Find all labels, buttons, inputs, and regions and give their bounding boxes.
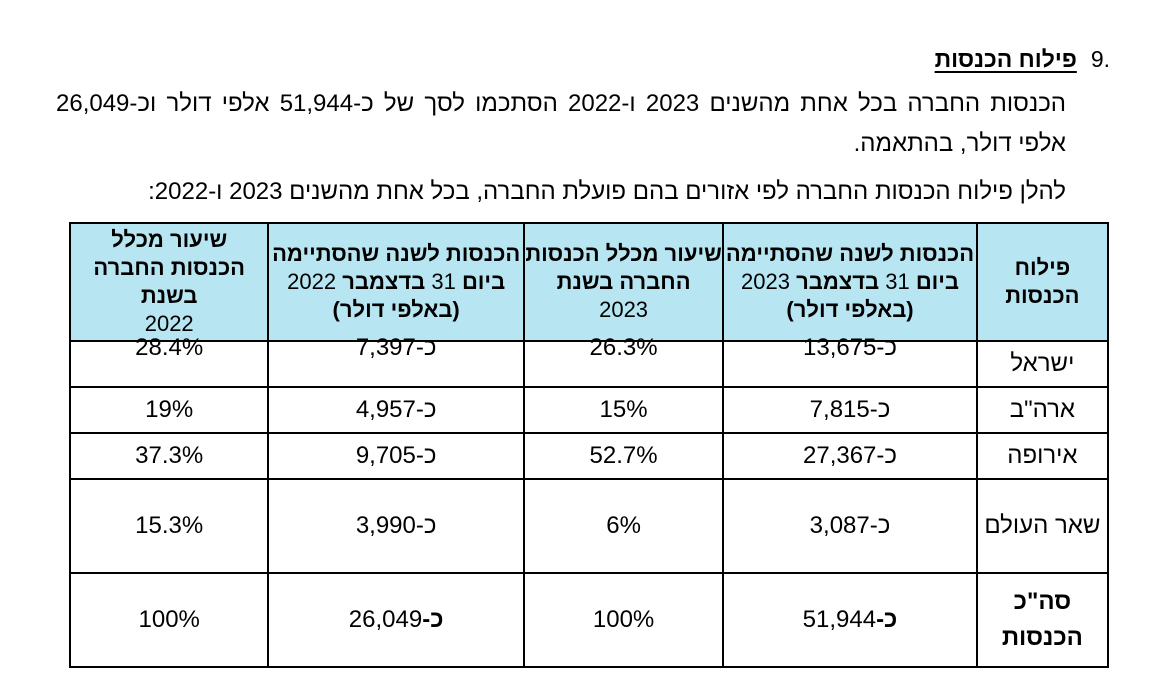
region-cell: אירופה <box>975 432 1110 480</box>
share-2023-cell: 52.7% <box>522 432 725 480</box>
total-revenue-2023-cell: כ-51,944 <box>722 572 978 668</box>
share-2022-cell: 19% <box>68 386 270 434</box>
revenue-2023-cell: כ-7,815 <box>722 386 978 434</box>
total-region-cell: סה"כ הכנסות <box>975 572 1110 668</box>
section-heading: .9 פילוח הכנסות <box>935 42 1110 76</box>
table-row: אירופה כ-27,367 52.7% כ-9,705 37.3% <box>68 432 1110 480</box>
revenue-summary-paragraph: הכנסות החברה בכל אחת מהשנים 2023 ו-2022 … <box>56 90 1067 157</box>
revenue-2023-cell: כ-3,087 <box>722 478 978 574</box>
total-share-2023-cell: 100% <box>522 572 725 668</box>
table-header-row: פילוח הכנסות הכנסות לשנה שהסתיימה ביום 3… <box>68 222 1110 342</box>
header-revenue-2023: הכנסות לשנה שהסתיימה ביום 31 בדצמבר 2023… <box>722 222 978 342</box>
revenue-2022-cell: כ-7,397 <box>267 334 525 388</box>
region-cell: שאר העולם <box>975 478 1110 574</box>
revenue-2022-cell: כ-9,705 <box>267 432 525 480</box>
revenue-2022-cell: כ-4,957 <box>267 386 525 434</box>
header-revenue-2022: הכנסות לשנה שהסתיימה ביום 31 בדצמבר 2022… <box>267 222 525 342</box>
header-share-2022: שיעור מכלל הכנסות החברה בשנת 2022 <box>68 222 270 342</box>
region-cell: ישראל <box>975 340 1110 388</box>
header-share-2023: שיעור מכלל הכנסות החברה בשנת 2023 <box>522 222 725 342</box>
share-2023-cell: 15% <box>522 386 725 434</box>
section-title: פילוח הכנסות <box>934 45 1077 72</box>
table-intro-paragraph: להלן פילוח הכנסות החברה לפי אזורים בהם פ… <box>148 178 1066 205</box>
revenue-2022-cell: כ-3,990 <box>267 478 525 574</box>
share-2023-cell: 26.3% <box>522 334 725 388</box>
revenue-by-region-table: פילוח הכנסות הכנסות לשנה שהסתיימה ביום 3… <box>68 222 1110 668</box>
region-cell: ארה"ב <box>975 386 1110 434</box>
total-share-2022-cell: 100% <box>68 572 270 668</box>
table-row: שאר העולם כ-3,087 6% כ-3,990 15.3% <box>68 478 1110 574</box>
header-region: פילוח הכנסות <box>975 222 1110 342</box>
share-2022-cell: 37.3% <box>68 432 270 480</box>
section-number: .9 <box>1090 45 1110 72</box>
revenue-2023-cell: כ-13,675 <box>722 334 978 388</box>
revenue-2023-cell: כ-27,367 <box>722 432 978 480</box>
share-2022-cell: 15.3% <box>68 478 270 574</box>
total-revenue-2022-cell: כ-26,049 <box>267 572 525 668</box>
table-total-row: סה"כ הכנסות כ-51,944 100% כ-26,049 100% <box>68 572 1110 668</box>
table-row: ישראל כ-13,675 26.3% כ-7,397 28.4% <box>68 334 1110 388</box>
share-2023-cell: 6% <box>522 478 725 574</box>
share-2022-cell: 28.4% <box>68 334 270 388</box>
table-row: ארה"ב כ-7,815 15% כ-4,957 19% <box>68 386 1110 434</box>
